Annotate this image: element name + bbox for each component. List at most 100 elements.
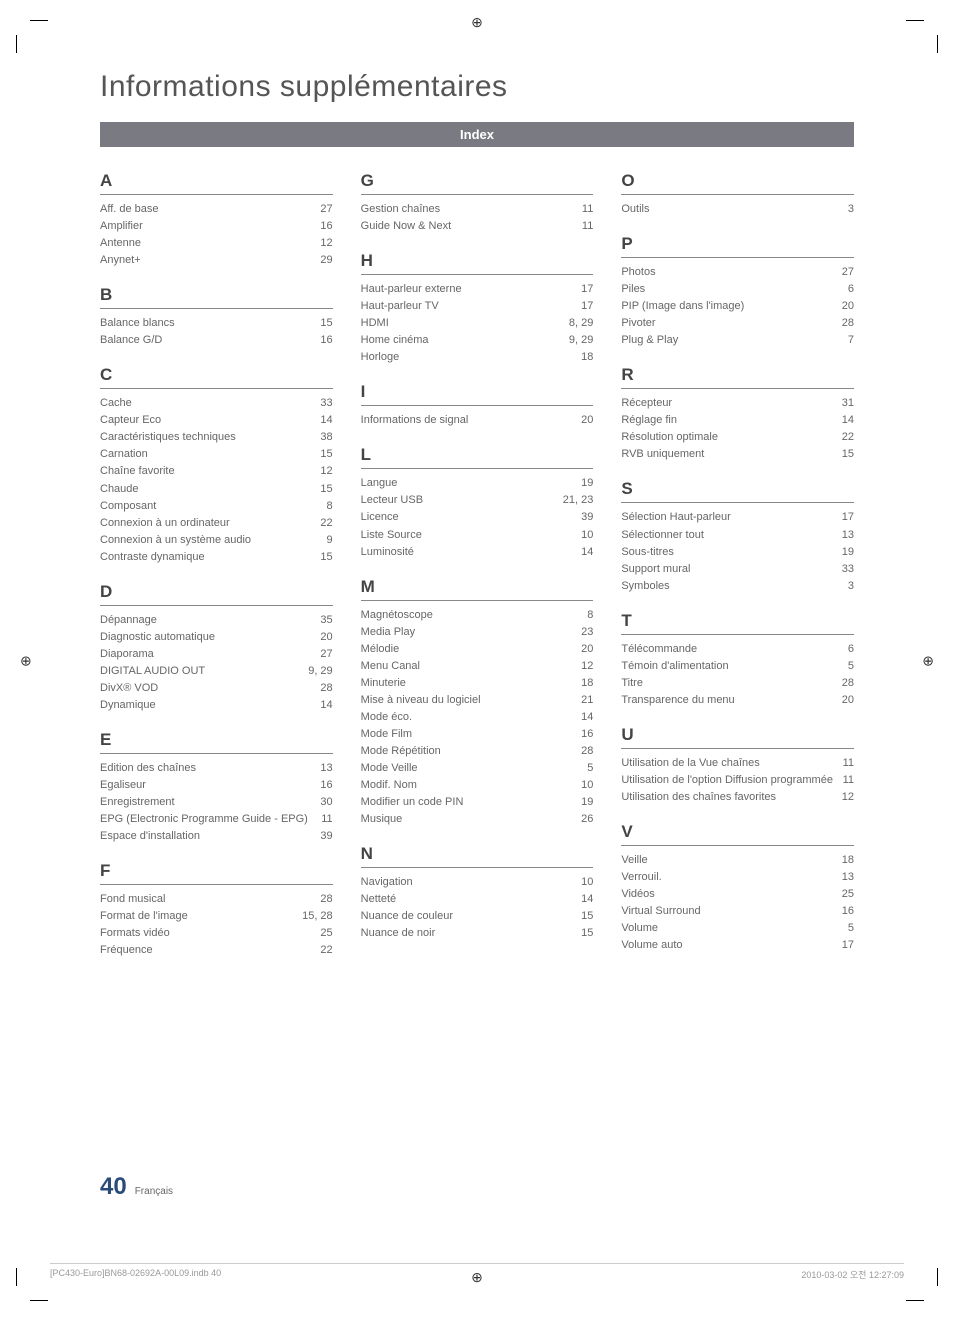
crop-mark	[30, 20, 48, 38]
index-term: Netteté	[361, 891, 581, 908]
index-term: Minuterie	[361, 675, 581, 692]
index-term: Enregistrement	[100, 794, 320, 811]
index-term: Utilisation de l'option Diffusion progra…	[621, 772, 842, 789]
index-page: 9, 29	[308, 663, 332, 680]
index-page: 20	[842, 692, 854, 709]
index-term: Résolution optimale	[621, 429, 841, 446]
index-page: 23	[581, 624, 593, 641]
index-page: 28	[320, 891, 332, 908]
index-entry: Volume5	[621, 920, 854, 937]
index-page: 22	[320, 515, 332, 532]
index-entry: Luminosité14	[361, 544, 594, 561]
index-entry: Composant8	[100, 498, 333, 515]
index-page: 25	[320, 925, 332, 942]
index-term: Home cinéma	[361, 332, 569, 349]
registration-mark-top: ⊕	[471, 14, 483, 31]
index-letter: R	[621, 365, 854, 389]
index-term: Mode Film	[361, 726, 581, 743]
index-entry: RVB uniquement15	[621, 446, 854, 463]
index-entry: Balance blancs15	[100, 315, 333, 332]
index-entry: Support mural33	[621, 561, 854, 578]
index-term: Témoin d'alimentation	[621, 658, 848, 675]
index-entry: Mode Répétition28	[361, 743, 594, 760]
index-term: Anynet+	[100, 252, 320, 269]
index-page: 17	[842, 509, 854, 526]
index-entry: Volume auto17	[621, 937, 854, 954]
index-term: Capteur Eco	[100, 412, 320, 429]
print-footer: [PC430-Euro]BN68-02692A-00L09.indb 40 20…	[50, 1263, 904, 1281]
index-entry: Chaude15	[100, 481, 333, 498]
index-group: FFond musical28Format de l'image15, 28Fo…	[100, 861, 333, 959]
index-page: 20	[581, 412, 593, 429]
index-group: RRécepteur31Réglage fin14Résolution opti…	[621, 365, 854, 463]
index-term: Composant	[100, 498, 327, 515]
index-entry: Licence39	[361, 509, 594, 526]
index-term: Formats vidéo	[100, 925, 320, 942]
index-letter: G	[361, 171, 594, 195]
index-entry: Antenne12	[100, 235, 333, 252]
index-entry: Diaporama27	[100, 646, 333, 663]
page-title: Informations supplémentaires	[100, 70, 854, 104]
index-page: 17	[581, 298, 593, 315]
index-term: HDMI	[361, 315, 569, 332]
index-page: 15	[581, 925, 593, 942]
index-group: HHaut-parleur externe17Haut-parleur TV17…	[361, 251, 594, 366]
index-entry: Dépannage35	[100, 612, 333, 629]
index-entry: Chaîne favorite12	[100, 463, 333, 480]
index-term: Volume auto	[621, 937, 841, 954]
index-group: CCache33Capteur Eco14Caractéristiques te…	[100, 365, 333, 565]
index-term: Utilisation de la Vue chaînes	[621, 755, 842, 772]
index-entry: Magnétoscope8	[361, 607, 594, 624]
index-entry: Menu Canal12	[361, 658, 594, 675]
index-page: 20	[320, 629, 332, 646]
index-term: Chaude	[100, 481, 320, 498]
index-page: 14	[581, 544, 593, 561]
index-letter: T	[621, 611, 854, 635]
index-page: 5	[587, 760, 593, 777]
index-term: DIGITAL AUDIO OUT	[100, 663, 308, 680]
index-entry: Mode éco.14	[361, 709, 594, 726]
index-entry: Informations de signal20	[361, 412, 594, 429]
index-page: 19	[842, 544, 854, 561]
index-entry: Veille18	[621, 852, 854, 869]
index-term: Télécommande	[621, 641, 848, 658]
index-term: Dynamique	[100, 697, 320, 714]
index-letter: E	[100, 730, 333, 754]
index-letter: C	[100, 365, 333, 389]
index-entry: Amplifier16	[100, 218, 333, 235]
index-letter: I	[361, 382, 594, 406]
index-page: 7	[848, 332, 854, 349]
index-entry: PIP (Image dans l'image)20	[621, 298, 854, 315]
index-entry: Télécommande6	[621, 641, 854, 658]
index-letter: U	[621, 725, 854, 749]
print-timestamp: 2010-03-02 오전 12:27:09	[801, 1268, 904, 1281]
index-page: 20	[581, 641, 593, 658]
index-term: Titre	[621, 675, 841, 692]
index-page: 30	[320, 794, 332, 811]
crop-mark	[906, 20, 924, 38]
index-page: 11	[843, 772, 854, 789]
index-entry: Titre28	[621, 675, 854, 692]
index-term: EPG (Electronic Programme Guide - EPG)	[100, 811, 321, 828]
index-group: PPhotos27Piles6PIP (Image dans l'image)2…	[621, 234, 854, 349]
index-page: 9, 29	[569, 332, 593, 349]
index-page: 6	[848, 641, 854, 658]
index-term: RVB uniquement	[621, 446, 841, 463]
index-entry: DivX® VOD28	[100, 680, 333, 697]
index-page: 27	[320, 646, 332, 663]
index-page: 14	[581, 891, 593, 908]
index-entry: Format de l'image15, 28	[100, 908, 333, 925]
index-letter: M	[361, 577, 594, 601]
index-term: Sélection Haut-parleur	[621, 509, 841, 526]
print-file-info: [PC430-Euro]BN68-02692A-00L09.indb 40	[50, 1268, 221, 1281]
index-term: Langue	[361, 475, 581, 492]
index-group: LLangue19Lecteur USB21, 23Licence39Liste…	[361, 445, 594, 560]
index-term: Espace d'installation	[100, 828, 320, 845]
index-entry: Espace d'installation39	[100, 828, 333, 845]
index-entry: Utilisation de la Vue chaînes11	[621, 755, 854, 772]
index-entry: Utilisation des chaînes favorites12	[621, 789, 854, 806]
index-page: 16	[320, 218, 332, 235]
index-entry: Résolution optimale22	[621, 429, 854, 446]
index-letter: H	[361, 251, 594, 275]
index-group: SSélection Haut-parleur17Sélectionner to…	[621, 479, 854, 594]
